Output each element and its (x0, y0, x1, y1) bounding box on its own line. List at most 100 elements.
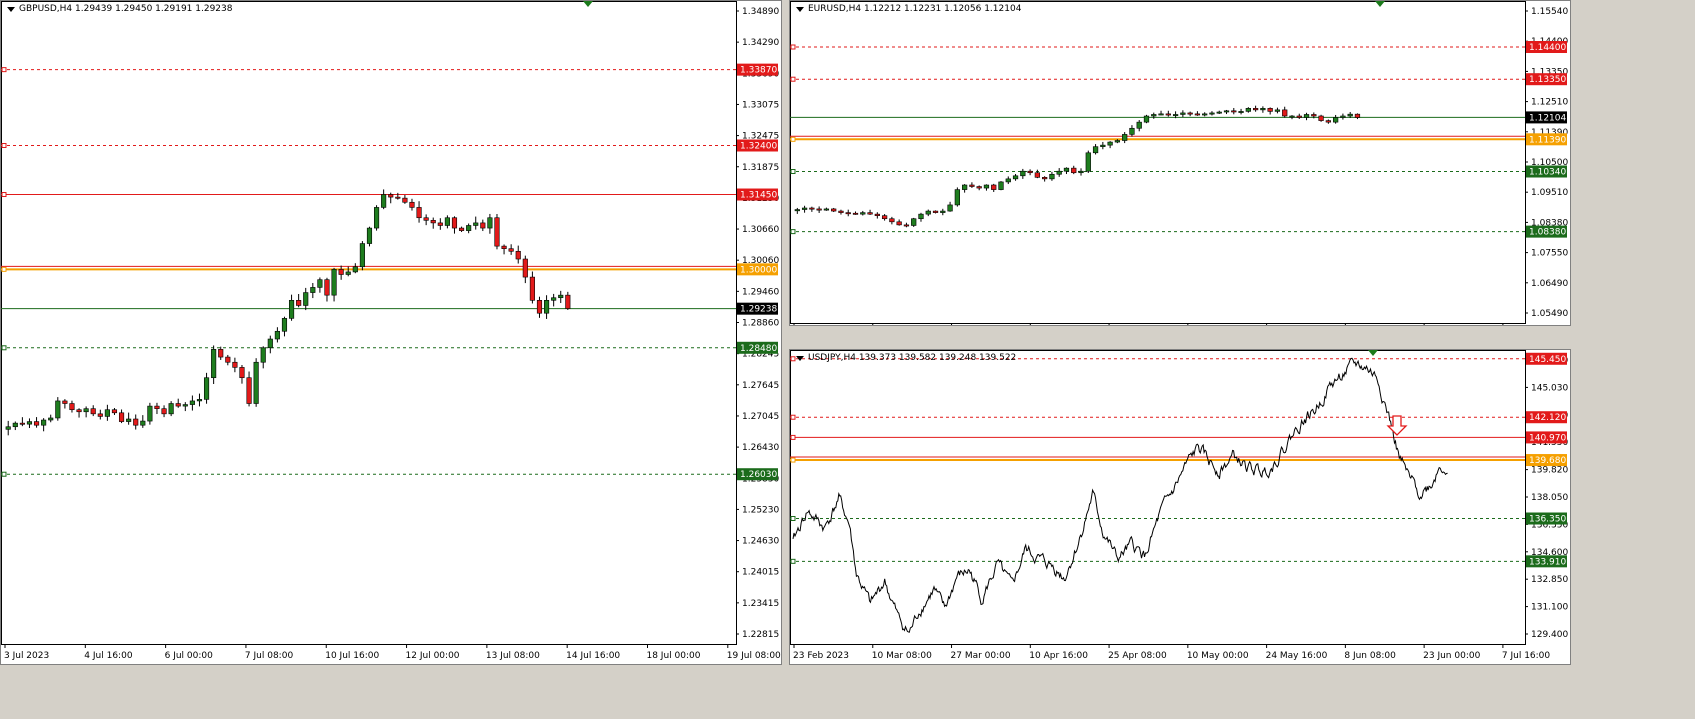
candle-body (816, 208, 822, 211)
y-tick-label: 1.30660 (742, 225, 779, 235)
usdjpy-chart[interactable]: 145.450145.030143.300141.550139.820138.0… (790, 350, 1571, 665)
candle-body (1027, 170, 1033, 174)
candle-body (175, 403, 181, 407)
level-price-label: 145.450 (1529, 355, 1566, 365)
candle-body (409, 201, 415, 208)
candle-body (359, 243, 365, 268)
candle-body (976, 186, 982, 189)
candle-body (1187, 112, 1193, 115)
candle-body (1034, 172, 1041, 178)
level-price-label: 139.680 (1529, 456, 1566, 466)
candle-body (1347, 113, 1353, 117)
candle-body (501, 245, 507, 250)
plot-border (790, 350, 1526, 645)
candle-body (544, 300, 550, 314)
gbpusd-chart[interactable]: 1.348901.342901.336901.330751.324751.318… (1, 1, 782, 665)
y-tick-label: 131.100 (1531, 603, 1568, 613)
candle-body (288, 300, 295, 319)
candle-body (1136, 121, 1142, 129)
candle-body (565, 294, 571, 309)
level-anchor-handle (1, 345, 7, 351)
candle-body (225, 356, 231, 363)
candle-body (1165, 113, 1171, 116)
candle-body (874, 213, 880, 216)
y-tick-label: 1.29460 (742, 287, 779, 297)
candle-body (831, 208, 837, 212)
level-price-tag (737, 63, 778, 76)
y-tick-label: 1.24630 (742, 537, 779, 547)
eurusd-chart[interactable]: 1.15540 1.14400 1.13350 1.12510 1.11390 1.105… (790, 1, 1571, 326)
level-anchor-handle (790, 169, 796, 175)
gbpusd-header: GBPUSD,H4 1.29439 1.29450 1.29191 1.2923… (7, 4, 232, 15)
shift-marker-icon[interactable] (1368, 350, 1378, 356)
x-tick-label: 23 Feb 2023 (793, 651, 849, 661)
level-anchor-handle (790, 434, 796, 440)
candle-body (140, 420, 146, 426)
candle-body (395, 196, 401, 199)
candle-body (1289, 115, 1295, 118)
x-tick-label: 10 Jul 16:00 (325, 651, 379, 661)
candle-body (458, 227, 465, 231)
candle-body (809, 207, 815, 210)
candle-body (111, 409, 118, 414)
candle-body (69, 403, 75, 411)
candle-body (947, 204, 953, 212)
candle-body (1107, 141, 1113, 146)
candle-body (90, 408, 96, 415)
candle-body (352, 266, 358, 273)
candle-body (1172, 114, 1179, 116)
candle-body (896, 221, 902, 226)
candle-body (402, 197, 408, 203)
y-tick-label: 1.13350 (1531, 67, 1568, 77)
level-price-tag (1526, 352, 1567, 365)
candle-body (1042, 177, 1048, 180)
level-price-label: 1.08380 (1529, 228, 1566, 238)
candle-body (303, 292, 309, 306)
candle-body (26, 421, 33, 425)
candle-body (423, 217, 429, 221)
y-tick-label: 1.31875 (742, 163, 779, 173)
usdjpy-chart-window[interactable]: 145.450145.030143.300141.550139.820138.0… (789, 349, 1571, 665)
candle-body (1223, 110, 1230, 113)
candle-body (1274, 109, 1281, 112)
y-tick-label: 1.30060 (742, 256, 779, 266)
x-tick-label: 7 Jul 08:00 (245, 651, 294, 661)
candle-body (1194, 113, 1201, 116)
candle-body (437, 222, 443, 226)
level-anchor-handle (790, 229, 796, 235)
plot-border (790, 1, 1526, 324)
level-price-label: 1.11390 (1529, 135, 1566, 145)
level-anchor-handle (1, 142, 7, 148)
candle-body (388, 194, 394, 198)
y-tick-label: 1.34890 (742, 7, 779, 17)
candle-body (1238, 111, 1244, 113)
candle-body (1129, 127, 1135, 135)
candle-body (1005, 178, 1011, 183)
level-price-tag (737, 139, 778, 152)
candle-body (962, 184, 968, 190)
level-price-tag (1526, 431, 1567, 444)
candle-body (211, 349, 217, 379)
price-series-line (792, 357, 1448, 633)
level-price-tag (1526, 411, 1567, 424)
eurusd-chart-window[interactable]: 1.15540 1.14400 1.13350 1.12510 1.11390 1.105… (789, 0, 1571, 326)
shift-marker-icon[interactable] (583, 1, 593, 7)
candle-body (1318, 115, 1324, 121)
y-tick-label: 1.15540 (1531, 7, 1568, 17)
y-tick-label: 1.09510 (1531, 188, 1568, 198)
shift-marker-icon[interactable] (1375, 1, 1385, 7)
candle-body (1209, 112, 1215, 115)
gbpusd-chart-window[interactable]: 1.348901.342901.336901.330751.324751.318… (0, 0, 782, 665)
candle-body (838, 210, 844, 213)
candle-body (1340, 115, 1346, 118)
level-anchor-handle (790, 414, 796, 420)
level-price-tag (1526, 454, 1567, 467)
candle-body (1282, 109, 1288, 117)
y-tick-label: 1.11390 (1531, 128, 1568, 138)
x-tick-label: 10 May 00:00 (1187, 651, 1249, 661)
level-price-label: 142.120 (1529, 413, 1566, 423)
y-tick-label: 1.27045 (742, 412, 779, 422)
candle-body (83, 408, 89, 413)
candle-body (55, 400, 61, 419)
candle-body (126, 418, 132, 422)
